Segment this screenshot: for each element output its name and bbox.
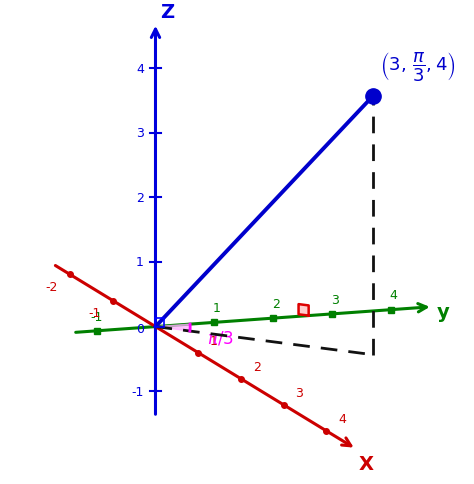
Text: -1: -1 xyxy=(132,385,144,398)
Text: 4: 4 xyxy=(390,289,398,302)
Text: 0: 0 xyxy=(136,323,144,336)
Text: X: X xyxy=(358,454,374,473)
Text: 2: 2 xyxy=(253,361,261,374)
Text: $\pi/3$: $\pi/3$ xyxy=(207,329,234,347)
Text: $\left(3,\,\dfrac{\pi}{3},4\right)$: $\left(3,\,\dfrac{\pi}{3},4\right)$ xyxy=(380,50,456,83)
Text: 2: 2 xyxy=(272,297,280,310)
Text: 1: 1 xyxy=(136,256,144,269)
Text: 4: 4 xyxy=(338,413,346,425)
Polygon shape xyxy=(299,304,309,316)
Text: y: y xyxy=(437,302,450,321)
Text: -1: -1 xyxy=(89,306,101,319)
Text: -2: -2 xyxy=(46,280,58,293)
Text: 1: 1 xyxy=(213,302,221,315)
Text: 4: 4 xyxy=(136,62,144,76)
Text: 1: 1 xyxy=(210,334,218,348)
Text: 3: 3 xyxy=(331,293,338,306)
Polygon shape xyxy=(155,324,190,332)
Bar xyxy=(155,318,164,327)
Text: -1: -1 xyxy=(91,310,103,323)
Text: 3: 3 xyxy=(136,127,144,140)
Text: Z: Z xyxy=(160,2,174,22)
Text: 3: 3 xyxy=(295,387,303,400)
Text: 2: 2 xyxy=(136,192,144,204)
